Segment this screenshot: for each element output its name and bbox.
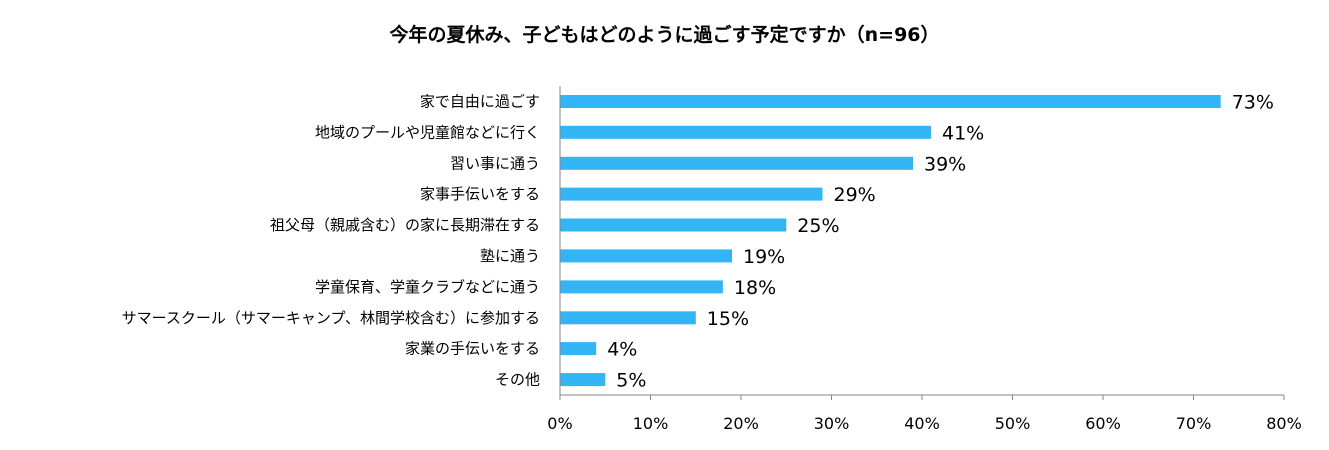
bar bbox=[560, 311, 696, 325]
category-label: 地域のプールや児童館などに行く bbox=[315, 123, 540, 141]
x-tick-label: 20% bbox=[723, 414, 759, 433]
bar bbox=[560, 218, 787, 232]
x-tick-label: 50% bbox=[995, 414, 1031, 433]
category-label: 学童保育、学童クラブなどに通う bbox=[315, 278, 540, 296]
data-label: 41% bbox=[942, 122, 984, 144]
bar bbox=[560, 280, 723, 294]
chart-title: 今年の夏休み、子どもはどのように過ごす予定ですか（n=96） bbox=[389, 24, 940, 46]
data-label: 29% bbox=[834, 184, 876, 206]
bar bbox=[560, 95, 1221, 108]
category-label: 家で自由に過ごす bbox=[420, 93, 540, 111]
bar bbox=[560, 187, 823, 201]
x-tick-label: 10% bbox=[633, 414, 669, 433]
x-tick-label: 70% bbox=[1176, 414, 1212, 433]
bar bbox=[560, 373, 606, 387]
bar bbox=[560, 249, 732, 263]
data-label: 18% bbox=[734, 277, 776, 299]
data-label: 25% bbox=[797, 215, 839, 237]
x-tick-label: 60% bbox=[1085, 414, 1121, 433]
x-tick-label: 40% bbox=[904, 414, 940, 433]
bar bbox=[560, 156, 913, 170]
bar bbox=[560, 342, 597, 356]
x-tick-label: 30% bbox=[814, 414, 850, 433]
category-label: 家業の手伝いをする bbox=[405, 340, 540, 358]
data-label: 73% bbox=[1232, 92, 1274, 114]
data-label: 39% bbox=[924, 153, 966, 175]
data-label: 19% bbox=[743, 246, 785, 268]
data-label: 15% bbox=[707, 308, 749, 330]
category-label: その他 bbox=[495, 371, 540, 389]
category-label: 祖父母（親戚含む）の家に長期滞在する bbox=[270, 216, 540, 234]
bar bbox=[560, 125, 931, 139]
category-label: 家事手伝いをする bbox=[420, 185, 540, 203]
data-label: 4% bbox=[607, 339, 637, 361]
category-label: 塾に通う bbox=[480, 247, 540, 265]
category-label: サマースクール（サマーキャンプ、林間学校含む）に参加する bbox=[122, 309, 540, 327]
x-tick-label: 80% bbox=[1266, 414, 1302, 433]
data-label: 5% bbox=[616, 370, 646, 392]
category-label: 習い事に通う bbox=[450, 154, 540, 172]
x-tick-label: 0% bbox=[547, 414, 572, 433]
